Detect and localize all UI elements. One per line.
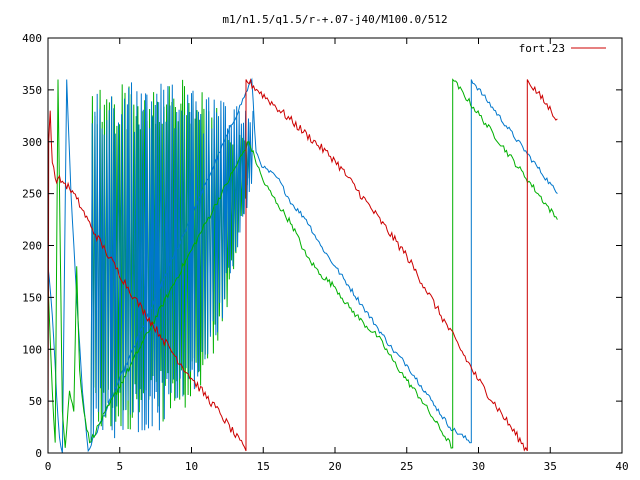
x-axis: 0 5 10 15 20 25 30 35 40: [45, 38, 629, 473]
x-tick-label: 30: [472, 460, 485, 473]
y-tick-label: 300: [22, 136, 42, 149]
x-tick-label: 40: [615, 460, 628, 473]
x-tick-label: 15: [257, 460, 270, 473]
plot-lines: [47, 77, 558, 454]
series-line: [47, 78, 558, 454]
x-tick-label: 20: [328, 460, 341, 473]
y-tick-label: 100: [22, 343, 42, 356]
chart-title: m1/n1.5/q1.5/r-+.07-j40/M100.0/512: [222, 13, 447, 26]
x-tick-label: 0: [45, 460, 52, 473]
x-tick-label: 5: [116, 460, 123, 473]
y-tick-label: 200: [22, 240, 42, 253]
legend-label: fort.23: [519, 42, 565, 55]
y-tick-label: 0: [35, 447, 42, 460]
y-tick-label: 150: [22, 291, 42, 304]
y-tick-label: 250: [22, 188, 42, 201]
legend: fort.23: [519, 42, 606, 55]
series-line: [47, 77, 558, 454]
y-tick-label: 50: [29, 395, 42, 408]
y-axis: 0 50 100 150 200 250 300 350 400: [22, 32, 622, 460]
x-tick-label: 35: [544, 460, 557, 473]
y-tick-label: 400: [22, 32, 42, 45]
series-line: [47, 78, 558, 449]
y-tick-label: 350: [22, 84, 42, 97]
x-tick-label: 10: [185, 460, 198, 473]
x-tick-label: 25: [400, 460, 413, 473]
series-line: [90, 82, 254, 443]
